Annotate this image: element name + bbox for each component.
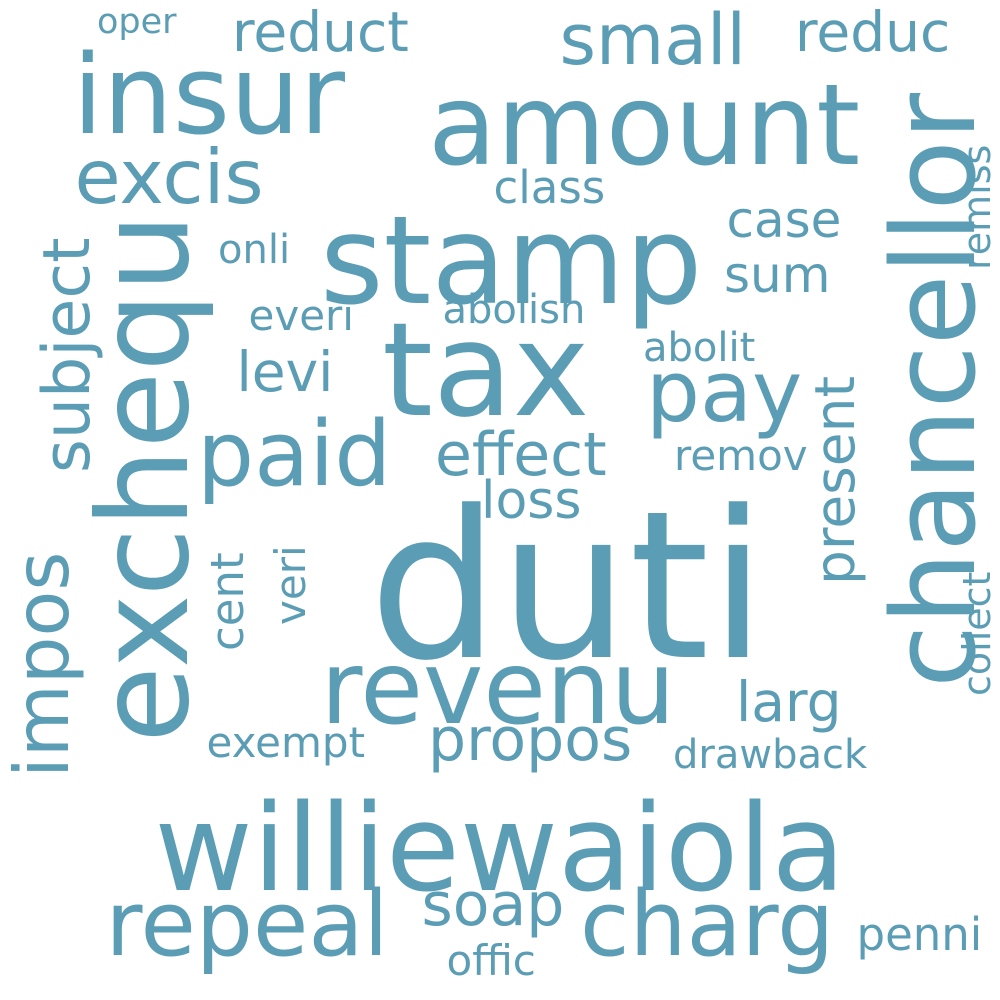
word-loss: loss <box>481 471 582 531</box>
word-sum: sum <box>724 246 831 304</box>
word-remiss: remiss <box>955 144 999 270</box>
word-cent: cent <box>201 551 254 651</box>
word-amount: amount <box>428 61 861 191</box>
word-duti: duti <box>369 468 767 706</box>
word-collect: collect <box>955 571 999 696</box>
word-oper: oper <box>97 2 177 42</box>
word-charg: charg <box>580 872 835 977</box>
word-penni: penni <box>856 908 983 961</box>
word-present: present <box>803 375 867 585</box>
word-small: small <box>559 0 746 81</box>
word-onli: onli <box>218 227 291 273</box>
word-reduc: reduc <box>795 0 951 64</box>
word-abolit: abolit <box>643 325 756 371</box>
word-propos: propos <box>428 705 633 775</box>
word-levi: levi <box>236 340 334 404</box>
word-stamp: stamp <box>320 190 703 332</box>
word-class: class <box>493 161 606 214</box>
word-tax: tax <box>382 294 590 446</box>
word-williewaiola: williewaiola <box>154 780 846 919</box>
word-larg: larg <box>736 670 842 734</box>
word-case: case <box>726 191 842 249</box>
word-veri: veri <box>266 545 315 625</box>
word-paid: paid <box>197 402 392 507</box>
word-offic: offic <box>446 936 536 985</box>
word-reduct: reduct <box>232 0 409 64</box>
word-insur: insur <box>72 31 346 159</box>
word-remov: remov <box>674 431 808 480</box>
word-soap: soap <box>421 870 565 940</box>
word-drawback: drawback <box>673 732 868 778</box>
word-everi: everi <box>248 291 354 340</box>
word-impos: impos <box>0 551 86 778</box>
word-subject: subject <box>30 237 105 473</box>
word-effect: effect <box>435 420 607 490</box>
word-excis: excis <box>74 133 264 221</box>
word-revenu: revenu <box>320 629 676 748</box>
word-pay: pay <box>646 343 803 442</box>
word-abolish: abolish <box>442 287 586 333</box>
word-repeal: repeal <box>105 872 389 977</box>
word-exempt: exempt <box>206 718 366 767</box>
